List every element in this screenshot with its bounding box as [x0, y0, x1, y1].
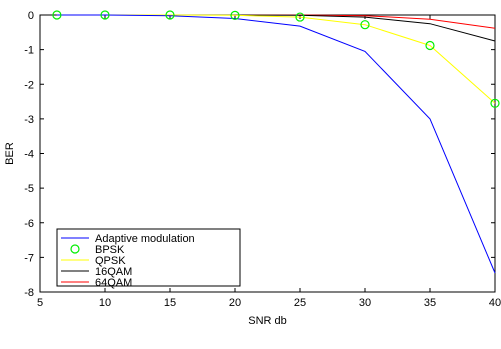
x-tick-label: 25 [294, 297, 306, 309]
bpsk-point [230, 10, 240, 20]
bpsk-point [425, 40, 435, 51]
y-tick-label: 0 [28, 10, 34, 22]
x-tick-label: 40 [489, 297, 501, 309]
y-tick-label: -1 [24, 45, 34, 57]
y-tick-label: -7 [24, 252, 34, 264]
bpsk-point [295, 12, 305, 22]
y-tick-label: -2 [24, 79, 34, 91]
legend-64qam-label: 64QAM [95, 277, 132, 289]
y-tick-label: -5 [24, 183, 34, 195]
legend-bpsk-label: BPSK [95, 244, 125, 256]
bpsk-point [490, 98, 500, 108]
x-tick-label: 10 [99, 297, 111, 309]
bpsk-point [360, 20, 370, 30]
y-tick-label: -8 [24, 287, 34, 299]
legend-adaptive-modulation-label: Adaptive modulation [95, 233, 195, 245]
x-tick-label: 35 [424, 297, 436, 309]
y-tick-label: -6 [24, 218, 34, 230]
x-tick-label: 15 [164, 297, 176, 309]
x-tick-label: 20 [229, 297, 241, 309]
bpsk-point [100, 10, 110, 20]
series-group [52, 10, 500, 274]
adaptive-modulation-line [56, 14, 496, 274]
x-tick-label: 5 [37, 297, 43, 309]
x-tick-label: 30 [359, 297, 371, 309]
y-axis-label: BER [4, 142, 16, 165]
legend-bpsk-swatch [70, 244, 80, 254]
bpsk-point [52, 10, 62, 20]
y-tick-label: -4 [24, 149, 34, 161]
legend-16qam-label: 16QAM [95, 266, 132, 278]
x-axis-label: SNR db [248, 315, 287, 327]
y-tick-label: -3 [24, 114, 34, 126]
bpsk-point [165, 10, 175, 20]
legend-qpsk-label: QPSK [95, 255, 126, 267]
